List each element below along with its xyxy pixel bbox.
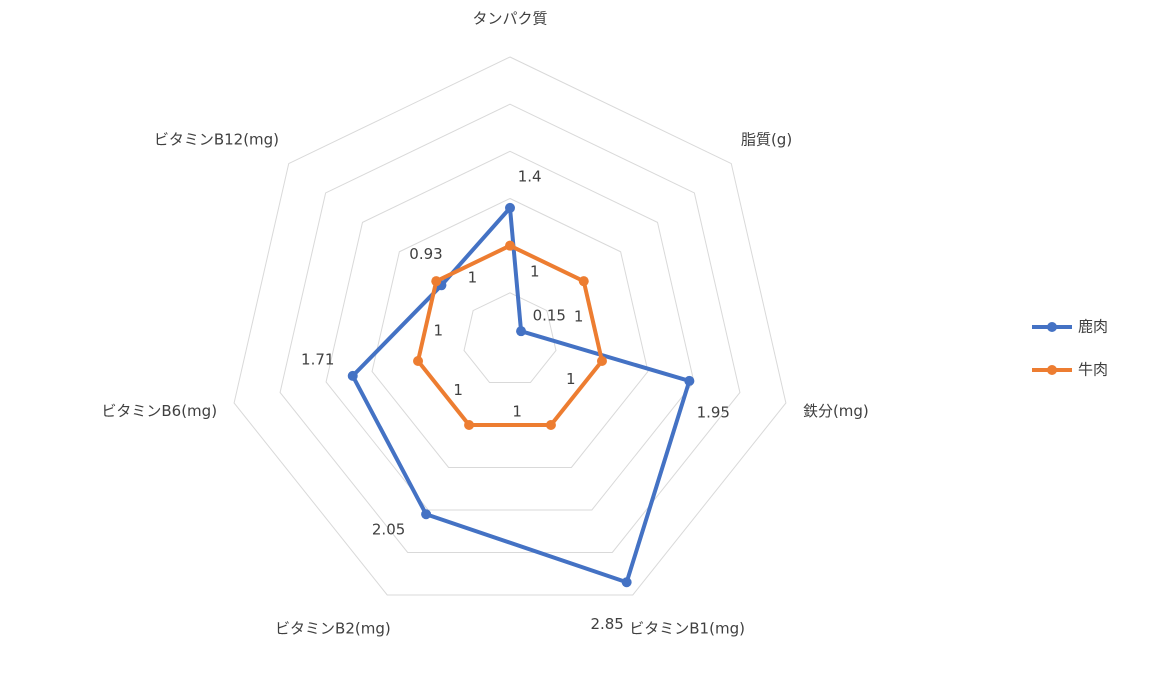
series-line xyxy=(416,243,604,427)
data-point xyxy=(413,355,424,366)
category-label: ビタミンB6(mg) xyxy=(101,402,217,420)
data-label: 2.85 xyxy=(590,615,623,633)
grid-ring xyxy=(463,292,557,383)
legend-label: 鹿肉 xyxy=(1078,318,1108,336)
data-point xyxy=(464,419,475,430)
data-label: 1 xyxy=(566,370,576,388)
grid-ring xyxy=(371,197,649,468)
category-label: ビタミンB2(mg) xyxy=(275,620,391,638)
legend-marker xyxy=(1047,322,1057,332)
category-label: 鉄分(mg) xyxy=(803,402,869,420)
category-label: 脂質(g) xyxy=(741,130,792,148)
data-label: 0.15 xyxy=(533,306,566,324)
data-label: 1.4 xyxy=(518,168,542,186)
data-label: 0.93 xyxy=(409,245,442,263)
data-point xyxy=(431,276,442,287)
data-label: 1 xyxy=(530,263,540,281)
data-point xyxy=(505,240,515,251)
series-line xyxy=(350,205,692,585)
grid-ring xyxy=(325,150,695,511)
data-point xyxy=(621,577,632,588)
data-label: 1.95 xyxy=(697,403,730,421)
data-point xyxy=(516,326,527,337)
category-label: タンパク質 xyxy=(472,10,547,28)
category-label: ビタミンB1(mg) xyxy=(629,620,745,638)
data-point xyxy=(578,276,589,287)
legend-label: 牛肉 xyxy=(1078,361,1108,379)
data-point xyxy=(505,202,515,213)
data-point xyxy=(596,355,607,366)
data-label: 1 xyxy=(574,308,584,326)
grid-ring xyxy=(279,103,741,553)
data-label: 1 xyxy=(433,321,443,339)
legend-marker xyxy=(1047,365,1057,375)
category-label: ビタミンB12(mg) xyxy=(154,130,279,148)
data-label: 2.05 xyxy=(372,520,405,538)
data-label: 1 xyxy=(468,269,478,287)
data-label: 1 xyxy=(512,402,522,420)
data-label: 1.71 xyxy=(301,351,334,369)
data-point xyxy=(347,370,358,381)
grid-ring xyxy=(233,56,787,596)
data-point xyxy=(421,509,432,520)
data-point xyxy=(545,419,556,430)
data-label: 1 xyxy=(453,381,463,399)
data-point xyxy=(684,375,695,386)
